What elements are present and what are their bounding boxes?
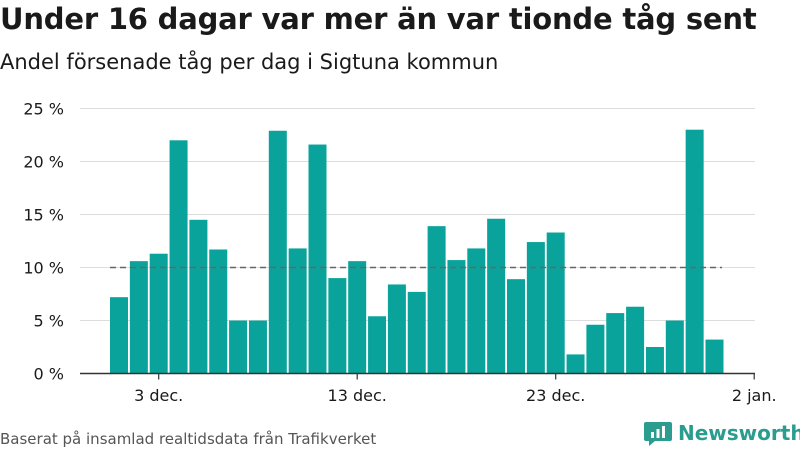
bar (129, 261, 148, 374)
bar (665, 320, 684, 374)
bar (387, 284, 406, 374)
bar (189, 219, 208, 374)
chart-title: Under 16 dagar var mer än var tionde tåg… (0, 2, 757, 36)
x-tick-label: 2 jan. (732, 386, 777, 405)
chart-subtitle: Andel försenade tåg per dag i Sigtuna ko… (0, 50, 499, 74)
bar (427, 226, 446, 374)
bar (348, 261, 367, 374)
bar (546, 232, 565, 374)
bar (149, 253, 168, 374)
x-tick-label: 23 dec. (526, 386, 585, 405)
y-tick-label: 0 % (34, 365, 64, 384)
y-tick-label: 20 % (23, 153, 64, 172)
bar (487, 218, 506, 374)
bar (467, 248, 486, 374)
bar (268, 130, 287, 374)
bar (368, 316, 387, 374)
bar (447, 260, 466, 374)
y-tick-label: 25 % (23, 100, 64, 119)
source-note: Baserat på insamlad realtidsdata från Tr… (0, 430, 377, 448)
bar (566, 354, 585, 374)
bar (110, 297, 128, 374)
bar (407, 291, 426, 374)
bar-chart: 0 % 5 % 10 % 15 % 20 % 25 % 3 dec. 13 dec. 23 de… (23, 100, 777, 406)
bar (328, 278, 347, 374)
bar (248, 320, 267, 374)
bar (209, 249, 228, 374)
x-tick-label: 3 dec. (134, 386, 183, 405)
bar (308, 144, 327, 374)
bar (229, 320, 248, 374)
bar (507, 279, 525, 374)
bar (586, 324, 605, 374)
x-tick-label: 13 dec. (328, 386, 387, 405)
newsworthy-logo-icon (644, 422, 672, 446)
y-tick-label: 10 % (23, 259, 64, 278)
bar (626, 306, 645, 374)
bar (169, 140, 188, 374)
bar (606, 313, 625, 374)
brand-name: Newsworthy (678, 421, 800, 445)
bar (685, 129, 704, 374)
y-tick-label: 5 % (34, 312, 64, 331)
bar (705, 339, 724, 374)
bar (288, 248, 307, 374)
bar (526, 242, 545, 374)
y-tick-label: 15 % (23, 206, 64, 225)
brand-logo: Newsworthy (644, 419, 800, 447)
bar (645, 347, 664, 374)
